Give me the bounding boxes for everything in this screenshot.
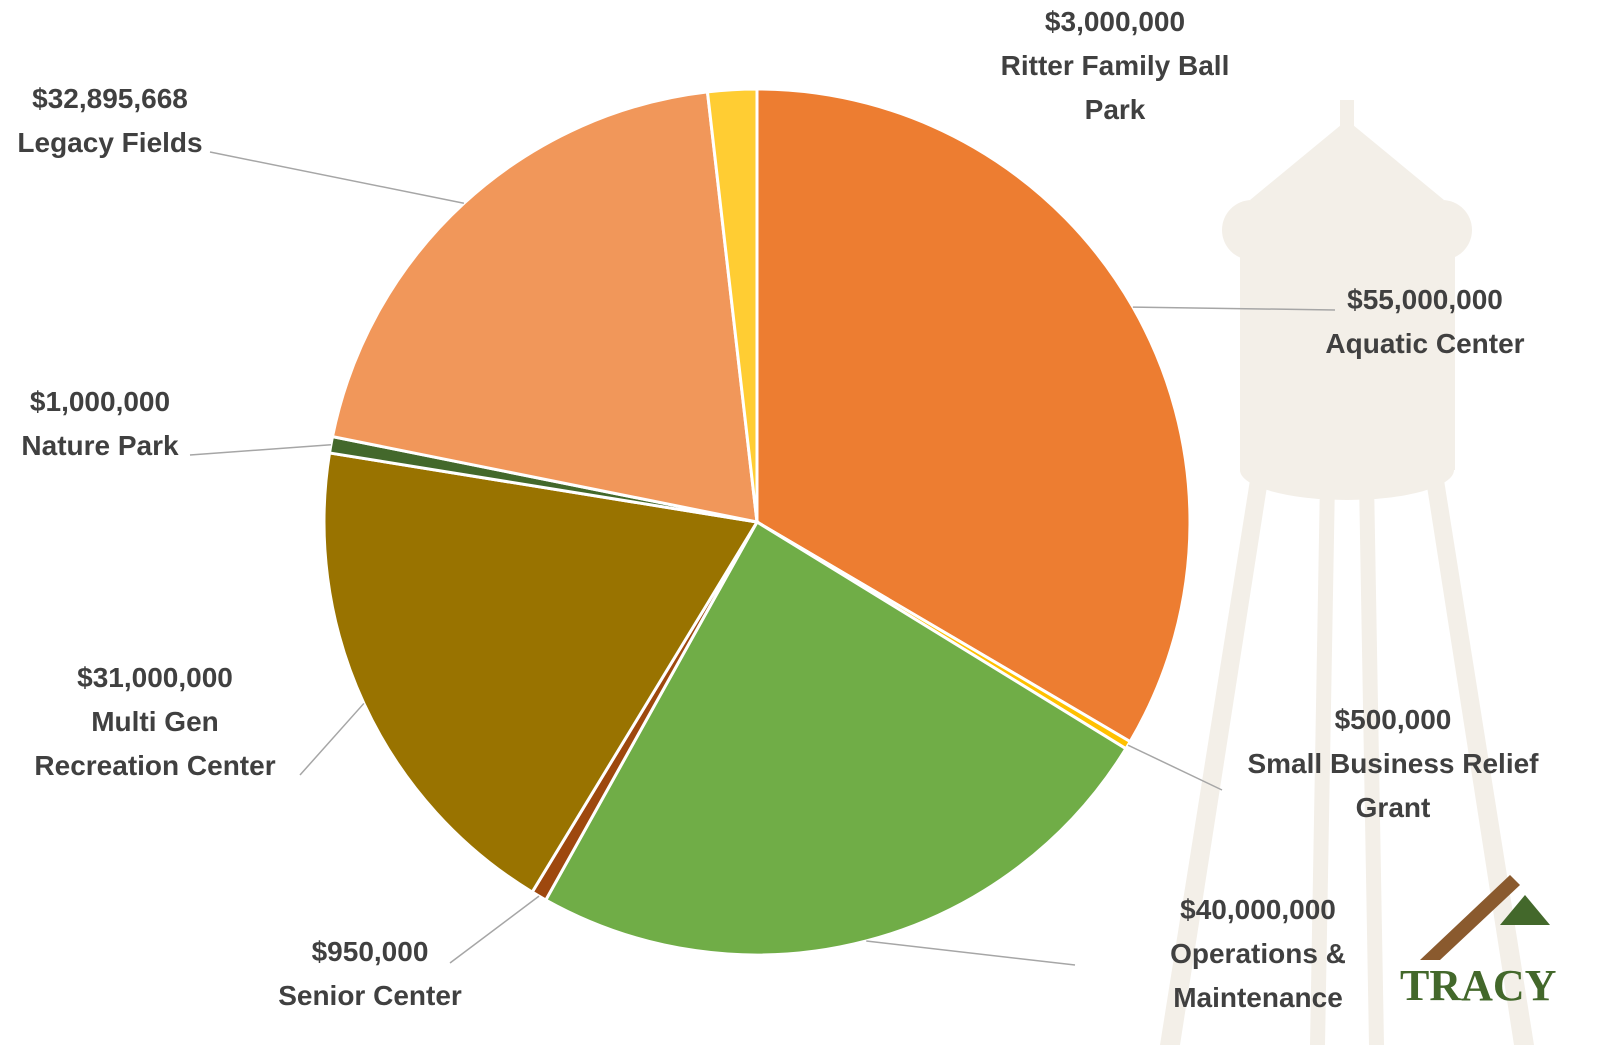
data-label: $950,000 Senior Center [278, 930, 462, 1018]
value-label: $3,000,000 [1044, 6, 1186, 37]
data-label: $40,000,000 Operations & Maintenance [1148, 888, 1368, 1020]
water-tower-background [1160, 100, 1534, 1045]
category-label: Legacy Fields [17, 127, 203, 158]
leader-line [209, 151, 465, 205]
value-label: $40,000,000 [1180, 894, 1336, 925]
leader-line [1127, 744, 1223, 791]
value-label: $950,000 [311, 936, 429, 967]
category-label: Senior Center [278, 980, 462, 1011]
value-label: $32,895,668 [32, 83, 188, 114]
leader-line [299, 702, 365, 776]
data-label: $31,000,000 Multi Gen Recreation Center [15, 656, 295, 788]
value-label: $55,000,000 [1347, 284, 1503, 315]
data-label: $500,000 Small Business Relief Grant [1228, 698, 1558, 830]
leader-line [866, 940, 1076, 966]
pie [322, 87, 1192, 957]
pie-slice [543, 519, 1128, 957]
category-label: Nature Park [21, 430, 179, 461]
pie-slice [755, 87, 1192, 744]
category-label: Small Business Relief Grant [1247, 748, 1539, 823]
logo-roof [1420, 875, 1520, 960]
data-label: $1,000,000 Nature Park [21, 380, 178, 468]
value-label: $1,000,000 [29, 386, 171, 417]
leader-line [189, 444, 331, 456]
data-label: $32,895,668 Legacy Fields [17, 77, 202, 165]
pie-slice [705, 87, 759, 523]
leader-line [1132, 306, 1336, 311]
value-label: $500,000 [1334, 704, 1452, 735]
leader-line [449, 895, 540, 964]
logo-tree [1500, 895, 1550, 925]
category-label: Operations & Maintenance [1170, 938, 1346, 1013]
pie-slice [322, 451, 760, 895]
category-label: Aquatic Center [1325, 328, 1525, 359]
logo-text: TRACY [1400, 961, 1556, 1010]
category-label: Ritter Family Ball Park [1000, 50, 1230, 125]
leader-lines [189, 151, 1336, 966]
value-label: $31,000,000 [77, 662, 233, 693]
data-label: $55,000,000 Aquatic Center [1325, 278, 1524, 366]
data-label: $3,000,000 Ritter Family Ball Park [975, 0, 1255, 132]
category-label: Multi Gen Recreation Center [34, 706, 276, 781]
